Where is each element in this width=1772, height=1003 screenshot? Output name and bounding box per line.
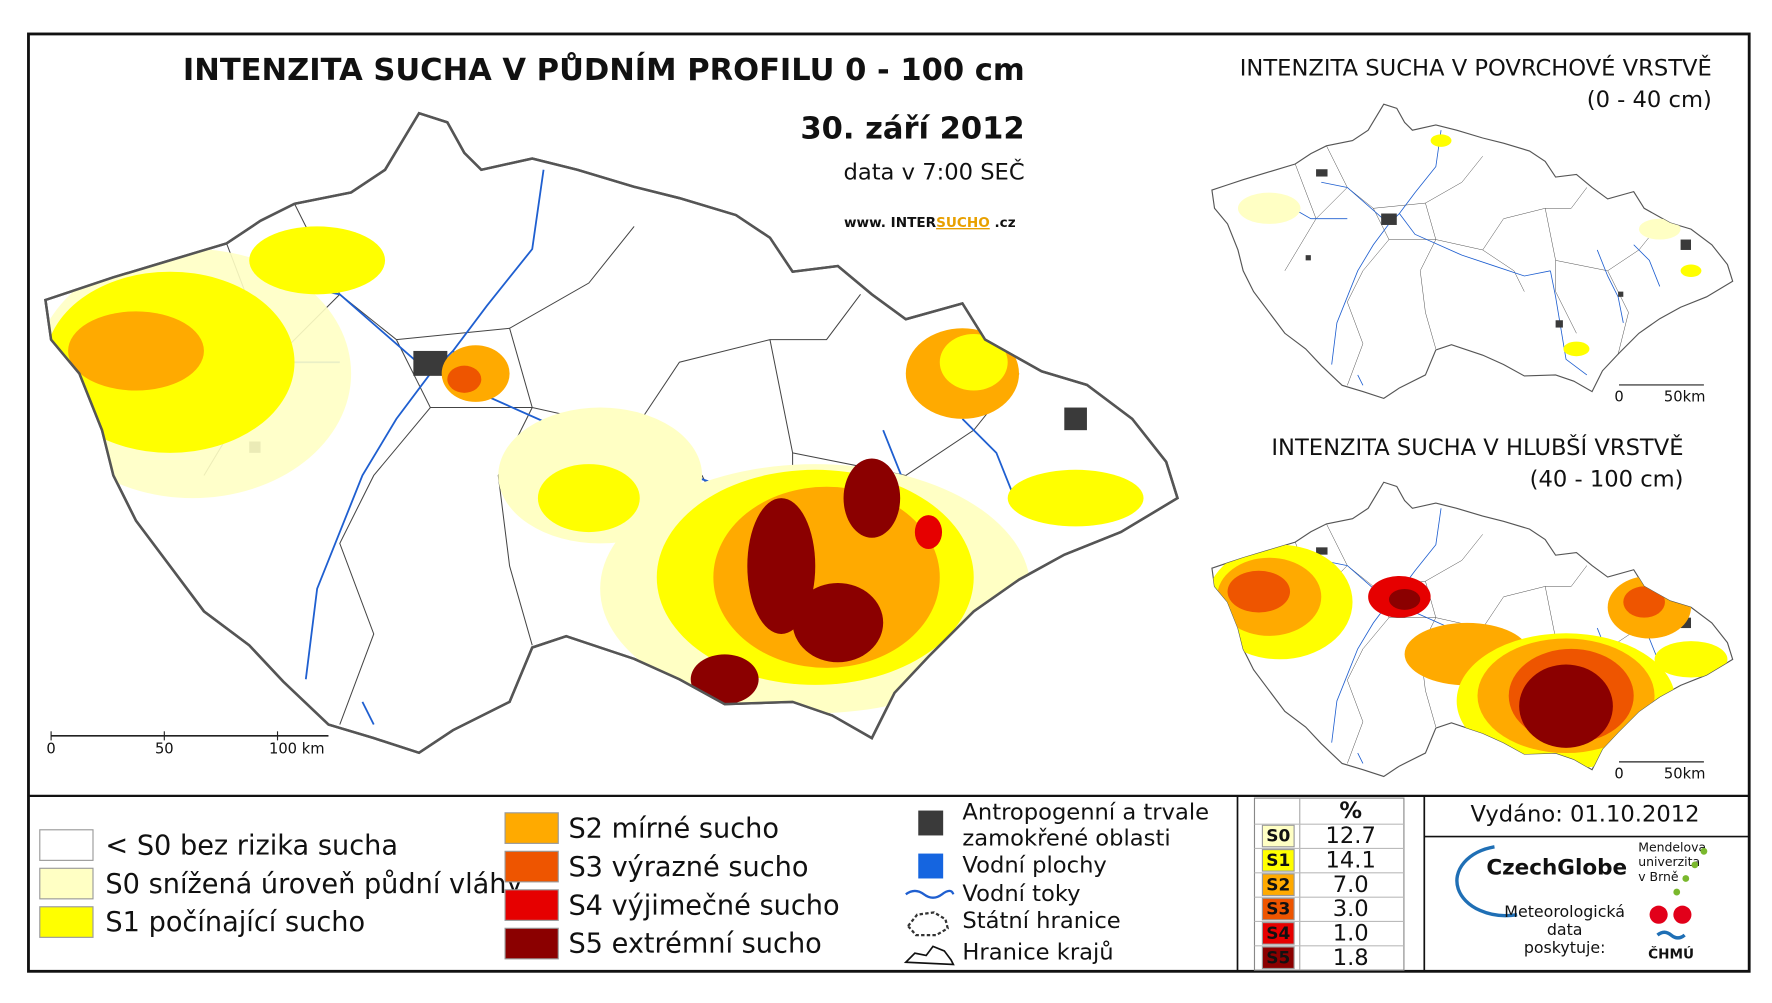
- table-code: S0: [1266, 827, 1290, 847]
- drought-area: [537, 464, 640, 533]
- drought-area: [68, 311, 204, 391]
- legend: < S0 bez rizika sucha S0 snížená úroveň p…: [39, 812, 840, 960]
- table-code: S5: [1266, 948, 1290, 968]
- table-value: 7.0: [1333, 872, 1369, 898]
- legend-label: S1 počínající sucho: [105, 907, 365, 938]
- legend-label: < S0 bez rizika sucha: [105, 830, 398, 861]
- legend-swatch: [504, 927, 559, 960]
- scale-label: 50: [155, 740, 174, 757]
- surface-map: 0 50km: [1212, 104, 1733, 405]
- mendel-logo: Mendelova: [1638, 839, 1706, 854]
- legend-label: S2 mírné sucho: [568, 813, 779, 844]
- legend-swatch: [504, 812, 559, 844]
- deep-subtitle: (40 - 100 cm): [1530, 466, 1684, 492]
- legend-swatch: [39, 906, 94, 938]
- scale-label: 50km: [1664, 388, 1706, 405]
- issued: Vydáno: 01.10.2012: [1471, 802, 1700, 828]
- drought-area: [1638, 218, 1681, 240]
- feature-label: Vodní plochy: [962, 853, 1106, 879]
- legend-label: S0 snížená úroveň půdní vláhy: [105, 869, 522, 900]
- table-code: S2: [1266, 875, 1290, 895]
- feature-label: Vodní toky: [962, 881, 1080, 907]
- drought-area: [1430, 134, 1452, 147]
- table-code-cell: [1261, 897, 1295, 921]
- drought-area: [249, 226, 386, 295]
- table-code-cell: [1261, 946, 1295, 970]
- drought-area: [690, 654, 759, 705]
- scale-label: 0: [1614, 765, 1623, 782]
- legend-swatch: [504, 850, 559, 883]
- table-code-cell: [1261, 849, 1295, 872]
- main-title: INTENZITA SUCHA V PŮDNÍM PROFILU 0 - 100…: [183, 51, 1025, 88]
- provider: Meteorologická: [1504, 902, 1625, 921]
- deep-map: 0 50km: [1207, 482, 1733, 782]
- table-value: 14.1: [1326, 847, 1376, 873]
- table-code: S4: [1266, 924, 1290, 944]
- scale-label: 0: [46, 740, 55, 757]
- date: 30. září 2012: [800, 112, 1024, 147]
- drought-area: [1007, 469, 1144, 527]
- drought-area: [747, 498, 816, 634]
- table-code-cell: [1261, 873, 1295, 897]
- drought-area: [939, 333, 1008, 391]
- main-map: 0 50 100 km: [44, 111, 1179, 757]
- chmu-logo: ČHMÚ: [1648, 944, 1694, 962]
- drought-area: [1623, 586, 1665, 618]
- provider: data: [1547, 920, 1583, 939]
- table-value: 1.8: [1333, 945, 1369, 971]
- feature-label: Antropogenní a trvale: [962, 799, 1209, 825]
- drought-area: [1563, 341, 1590, 357]
- drought-area: [1237, 192, 1301, 224]
- drought-area: [914, 515, 943, 550]
- drought-area: [792, 583, 884, 663]
- legend-label: S4 výjimečné sucho: [568, 890, 839, 921]
- legend-swatch: [504, 889, 559, 921]
- table-code-cell: [1261, 824, 1295, 848]
- feature-label: zamokřené oblasti: [962, 825, 1170, 851]
- drought-area: [1680, 264, 1702, 278]
- table-code-cell: [1261, 922, 1295, 945]
- mendel-logo: v Brně: [1638, 869, 1678, 884]
- table-code: S1: [1266, 851, 1290, 871]
- website-suffix: .cz: [990, 215, 1016, 231]
- czechglobe-logo: CzechGlobe: [1486, 855, 1627, 880]
- drought-area: [843, 458, 901, 538]
- percent-table: % S0 12.7 S1 14.1 S2 7.0 S3 3.0 S4 1.0 S5 1.8: [1253, 797, 1405, 971]
- drought-area: [1227, 570, 1291, 613]
- table-header: %: [1339, 798, 1362, 824]
- website: www. INTERSUCHO .cz: [844, 215, 1016, 231]
- scale-label: 50km: [1664, 765, 1706, 782]
- feature-label: Hranice krajů: [962, 939, 1113, 966]
- drought-area: [1388, 589, 1421, 610]
- legend-label: S3 výrazné sucho: [568, 852, 808, 883]
- legend-label: S5 extrémní sucho: [568, 929, 821, 960]
- drought-area: [1519, 664, 1613, 748]
- table-code: S3: [1266, 900, 1290, 920]
- website-prefix: www. INTER: [844, 215, 937, 231]
- scale-label: 0: [1614, 388, 1623, 405]
- mendel-logo: univerzita: [1638, 854, 1700, 869]
- drought-area: [447, 365, 482, 393]
- website-highlight: SUCHO: [936, 215, 990, 231]
- surface-subtitle: (0 - 40 cm): [1587, 87, 1712, 113]
- legend-swatch: [39, 867, 94, 900]
- table-value: 3.0: [1333, 896, 1369, 922]
- logos: CzechGlobe Mendelova univerzita v Brně M…: [1455, 839, 1708, 962]
- drought-area: [1654, 641, 1728, 678]
- legend-swatch: [39, 829, 94, 861]
- feature-label: Státní hranice: [962, 908, 1120, 934]
- scale-label: 100 km: [269, 740, 325, 757]
- table-value: 12.7: [1326, 823, 1376, 849]
- provider: poskytuje:: [1524, 938, 1606, 957]
- deep-title: INTENZITA SUCHA V HLUBŠÍ VRSTVĚ: [1271, 433, 1683, 461]
- surface-title: INTENZITA SUCHA V POVRCHOVÉ VRSTVĚ: [1240, 54, 1712, 82]
- table-value: 1.0: [1333, 920, 1369, 946]
- feature-legend: Antropogenní a trvale zamokřené oblasti …: [903, 799, 1209, 966]
- time: data v 7:00 SEČ: [843, 158, 1024, 186]
